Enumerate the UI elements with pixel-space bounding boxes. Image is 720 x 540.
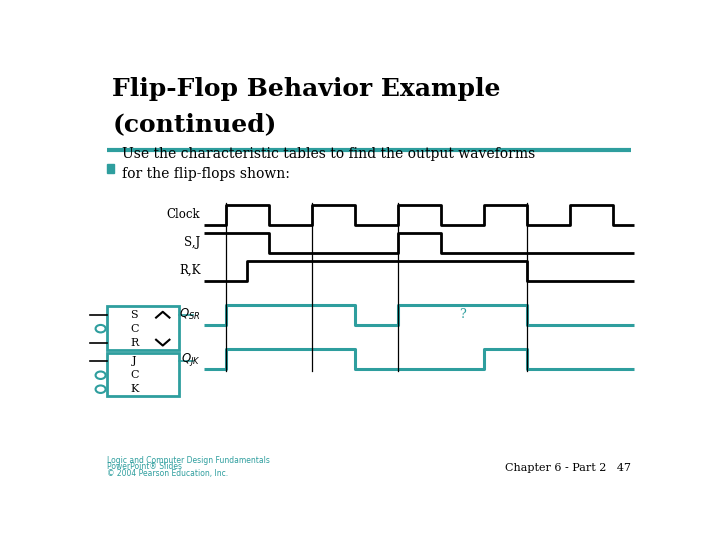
Text: J: J — [132, 356, 137, 366]
Text: Use the characteristic tables to find the output waveforms
for the flip-flops sh: Use the characteristic tables to find th… — [122, 147, 535, 181]
Circle shape — [96, 325, 106, 333]
Text: Logic and Computer Design Fundamentals: Logic and Computer Design Fundamentals — [107, 456, 269, 464]
Text: R: R — [130, 338, 138, 348]
Text: C: C — [130, 323, 138, 334]
Text: $Q_{JK}$: $Q_{JK}$ — [181, 350, 200, 368]
Text: S,J: S,J — [184, 237, 200, 249]
Text: Flip-Flop Behavior Example: Flip-Flop Behavior Example — [112, 77, 501, 102]
Text: K: K — [130, 384, 138, 394]
Text: PowerPoint® Slides: PowerPoint® Slides — [107, 462, 181, 471]
Text: ?: ? — [459, 308, 466, 321]
Text: (continued): (continued) — [112, 113, 276, 137]
FancyBboxPatch shape — [107, 164, 114, 173]
FancyBboxPatch shape — [107, 306, 179, 349]
Text: © 2004 Pearson Education, Inc.: © 2004 Pearson Education, Inc. — [107, 469, 228, 478]
FancyBboxPatch shape — [107, 353, 179, 396]
Text: S: S — [130, 310, 138, 320]
Text: Chapter 6 - Part 2   47: Chapter 6 - Part 2 47 — [505, 463, 631, 473]
Circle shape — [96, 372, 106, 379]
Text: C: C — [130, 370, 138, 380]
Circle shape — [96, 386, 106, 393]
Text: $Q_{SR}$: $Q_{SR}$ — [179, 307, 200, 322]
Text: R,K: R,K — [179, 264, 200, 277]
Text: Clock: Clock — [167, 208, 200, 221]
